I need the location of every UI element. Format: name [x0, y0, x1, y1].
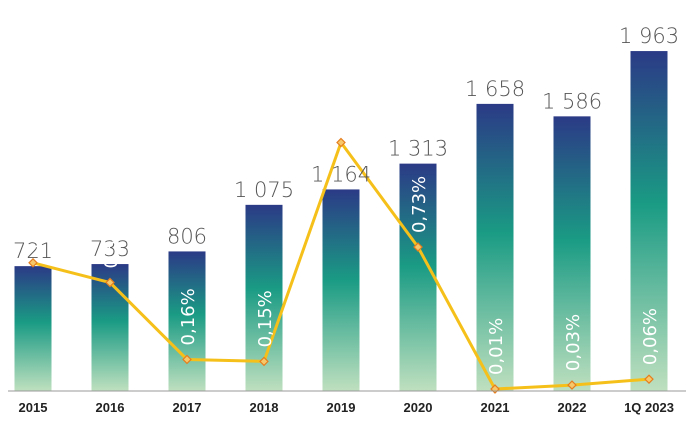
bar-value-label: 1 075	[234, 178, 294, 202]
rate-value-label: 0,16%	[178, 288, 199, 345]
rate-point-marker	[413, 242, 423, 252]
bar	[630, 51, 668, 391]
bar-value-label: 1 164	[311, 162, 371, 186]
x-tick-label: 2016	[96, 400, 125, 415]
x-tick-label: 2015	[19, 400, 48, 415]
bars-layer	[14, 51, 668, 391]
bar-value-label: 806	[167, 224, 207, 248]
bar	[14, 266, 52, 391]
rate-value-label: 0,73%	[409, 176, 430, 233]
rate-value-label: 0,65%	[24, 192, 45, 249]
bar	[476, 103, 514, 391]
x-tick-label: 2021	[481, 400, 510, 415]
x-ticks-layer: 2015 2016 2017 2018 2019 2020 2021 2022 1Q 2023	[19, 400, 674, 415]
bar	[553, 116, 591, 391]
rate-point-marker	[28, 257, 38, 268]
rate-line-layer	[28, 137, 654, 394]
rate-value-label: 1,26%	[332, 71, 353, 128]
x-tick-label: 1Q 2023	[624, 400, 674, 415]
rate-point-marker	[182, 354, 192, 365]
rate-point-marker	[259, 356, 269, 367]
bar-value-label: 1 313	[388, 137, 448, 161]
rate-point-marker	[336, 137, 346, 148]
rate-point-marker	[490, 384, 500, 394]
rate-value-label: 0,01%	[486, 318, 507, 375]
x-tick-label: 2022	[558, 400, 587, 415]
rate-point-marker	[105, 277, 115, 288]
bar-value-label: 1 658	[465, 77, 525, 101]
bar-value-label: 1 963	[619, 24, 679, 48]
rate-point-marker	[567, 380, 577, 390]
bar-value-label: 1 586	[542, 89, 602, 113]
rate-value-label: 0,06%	[640, 308, 661, 365]
bar-value-label: 721	[13, 239, 53, 263]
rate-point-marker	[644, 374, 654, 385]
x-tick-label: 2020	[404, 400, 433, 415]
rate-value-label: 0,15%	[255, 290, 276, 347]
bar	[168, 251, 206, 391]
x-tick-label: 2017	[173, 400, 202, 415]
rate-value-label: 0,03%	[563, 314, 584, 371]
bar	[399, 163, 437, 391]
labels-layer: 721 733 806 1 075 1 164 1 313 1 658 1 586 1 963 0…	[13, 24, 679, 375]
rate-value-label: 0,55%	[101, 211, 122, 268]
bar-value-label: 733	[90, 237, 130, 261]
x-tick-label: 2019	[327, 400, 356, 415]
bar	[322, 189, 360, 391]
x-tick-label: 2018	[250, 400, 279, 415]
